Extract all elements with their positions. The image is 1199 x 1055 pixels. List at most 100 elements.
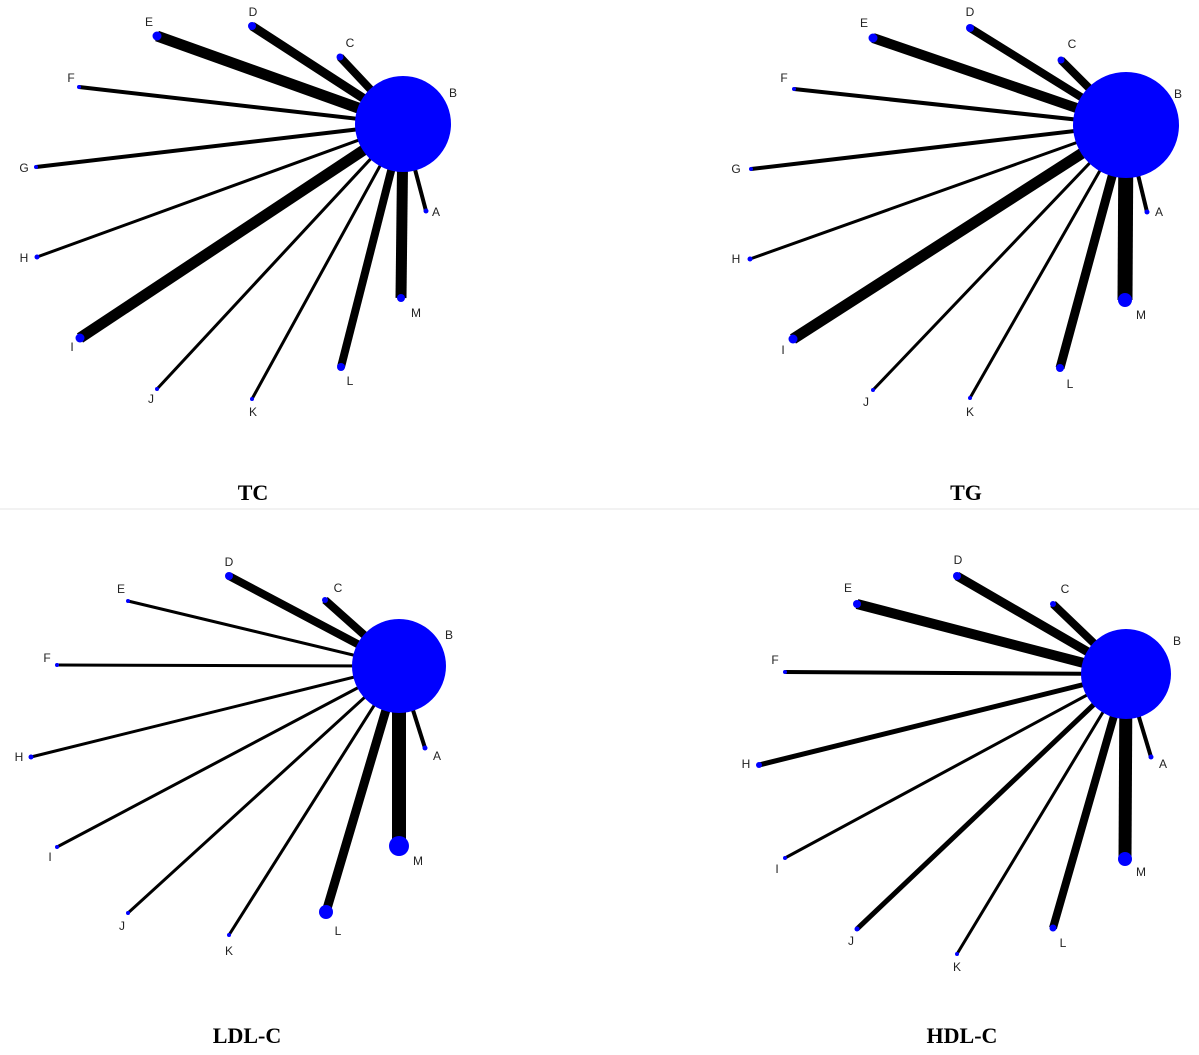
panel-title-hdl-c: HDL-C [927, 1023, 998, 1048]
node-d [225, 572, 233, 580]
node-h [747, 256, 753, 262]
edge-b-i [76, 119, 407, 343]
node-label-f: F [780, 71, 787, 85]
node-b [352, 619, 446, 713]
edge-b-h [758, 671, 1127, 768]
node-label-h: H [732, 252, 741, 266]
node-label-e: E [844, 581, 852, 595]
node-h [756, 762, 762, 768]
node-label-m: M [1136, 865, 1146, 879]
node-label-a: A [1155, 205, 1163, 219]
edge-b-i [790, 120, 1129, 344]
network-nodes [747, 24, 1179, 400]
panel-title-ldl-c: LDL-C [213, 1023, 281, 1048]
node-e [126, 599, 130, 603]
node-label-f: F [771, 653, 778, 667]
node-label-l: L [335, 924, 342, 938]
node-c [1057, 56, 1065, 64]
node-m [389, 836, 409, 856]
node-label-i: I [48, 850, 51, 864]
node-d [953, 572, 961, 580]
node-label-c: C [1068, 37, 1077, 51]
edge-b-i [56, 664, 400, 849]
node-label-j: J [119, 919, 125, 933]
node-a [1148, 754, 1154, 760]
node-label-k: K [249, 405, 257, 419]
network-nodes [34, 22, 451, 401]
edge-b-k [955, 673, 1128, 955]
network-labels: A B C D E F H I J K L M [15, 555, 453, 958]
node-m [397, 294, 405, 302]
node-g [34, 165, 38, 169]
edge-b-j [871, 123, 1128, 392]
node-h [28, 754, 34, 760]
node-label-h: H [20, 251, 29, 265]
edge-b-g [35, 122, 404, 169]
node-label-i: I [781, 343, 784, 357]
node-k [955, 952, 959, 956]
node-f [783, 670, 787, 674]
node-b [355, 76, 451, 172]
node-label-c: C [346, 36, 355, 50]
node-m [1118, 852, 1132, 866]
node-c [1050, 601, 1056, 607]
edge-b-j [155, 122, 405, 391]
node-label-m: M [1136, 308, 1146, 322]
node-i [55, 845, 59, 849]
node-h [34, 254, 40, 260]
edge-b-f [793, 87, 1127, 127]
node-l [319, 905, 333, 919]
node-label-d: D [249, 5, 258, 19]
node-f [55, 663, 59, 667]
node-label-b: B [449, 86, 457, 100]
node-d [966, 24, 974, 32]
network-panel-ldl-c: A B C D E F H I J K L M LDL-C [15, 555, 453, 1048]
panel-title-tc: TC [238, 480, 269, 505]
node-j [871, 388, 875, 392]
node-j [854, 926, 860, 932]
edge-b-f [56, 663, 400, 668]
node-l [1049, 924, 1057, 932]
node-b [1081, 629, 1171, 719]
network-panel-tc: A B C D E F G H I J K L M TC [19, 5, 457, 505]
network-edges [758, 572, 1153, 955]
edge-b-k [227, 665, 401, 936]
network-edges [35, 22, 428, 400]
network-edges [749, 24, 1149, 399]
node-label-b: B [1173, 634, 1181, 648]
node-b [1073, 72, 1179, 178]
edge-b-k [250, 123, 405, 400]
node-label-i: I [775, 862, 778, 876]
node-i [75, 333, 85, 343]
node-i [788, 334, 798, 344]
node-label-g: G [731, 162, 740, 176]
node-label-l: L [1067, 377, 1074, 391]
network-nodes [756, 572, 1171, 956]
node-label-f: F [43, 651, 50, 665]
node-a [423, 208, 429, 214]
node-a [422, 745, 428, 751]
node-k [227, 933, 231, 937]
network-panel-tg: A B C D E F G H I J K L M TG [731, 5, 1182, 505]
network-labels: A B C D E F G H I J K L M [731, 5, 1182, 419]
network-edges [30, 572, 427, 936]
node-label-d: D [966, 5, 975, 19]
node-label-g: G [19, 161, 28, 175]
node-label-j: J [148, 392, 154, 406]
node-c [336, 53, 344, 61]
node-l [1056, 364, 1064, 372]
edge-b-e [855, 599, 1128, 679]
panel-title-tg: TG [950, 480, 982, 505]
node-label-h: H [742, 757, 751, 771]
node-j [126, 911, 130, 915]
node-e [853, 600, 861, 608]
node-f [77, 85, 81, 89]
node-k [250, 397, 254, 401]
edge-b-j [855, 672, 1128, 931]
node-i [783, 856, 787, 860]
node-j [155, 387, 159, 391]
edge-b-h [749, 123, 1127, 261]
node-label-a: A [433, 749, 441, 763]
node-label-e: E [117, 582, 125, 596]
